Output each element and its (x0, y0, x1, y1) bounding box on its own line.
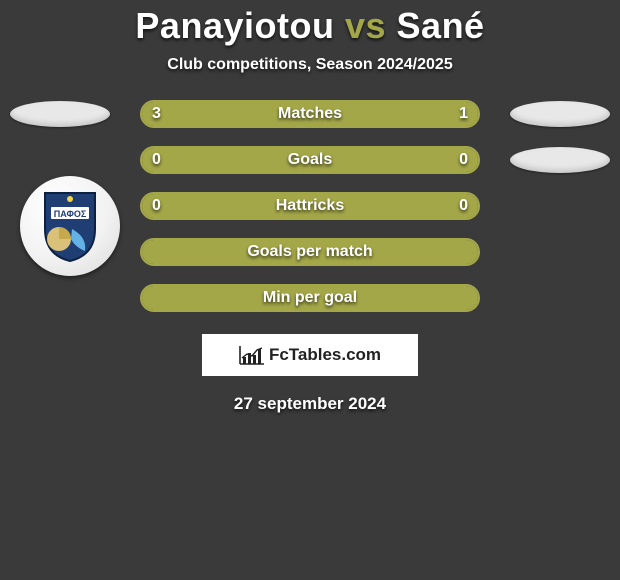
stat-bar-track (140, 192, 480, 220)
stat-bar-track (140, 100, 480, 128)
stat-bar-fill-left (142, 148, 310, 172)
stat-bar-fill-right (394, 102, 478, 126)
stat-bar-track (140, 238, 480, 266)
stat-bar-fill-left (142, 240, 478, 264)
stat-bar-track (140, 146, 480, 174)
bar-chart-icon (239, 345, 265, 365)
title: Panayiotou vs Sané (0, 6, 620, 46)
stat-bar-track (140, 284, 480, 312)
stat-rows: Matches31 Goals00 Hattricks00 Goals per mat… (0, 100, 620, 312)
date-label: 27 september 2024 (0, 394, 620, 414)
vs-label: vs (345, 5, 386, 46)
player2-avatar-placeholder (510, 101, 610, 127)
stat-row: Min per goal (0, 284, 620, 312)
stat-row: Goals per match (0, 238, 620, 266)
brand-badge[interactable]: FcTables.com (202, 334, 418, 376)
subtitle: Club competitions, Season 2024/2025 (0, 56, 620, 74)
player2-name: Sané (397, 5, 485, 46)
comparison-card: Panayiotou vs Sané Club competitions, Se… (0, 0, 620, 414)
stat-row: Hattricks00 (0, 192, 620, 220)
stat-bar-fill-left (142, 102, 394, 126)
stat-bar-fill-left (142, 194, 310, 218)
player1-name: Panayiotou (135, 5, 334, 46)
stat-bar-fill-right (310, 194, 478, 218)
player2-avatar-placeholder (510, 147, 610, 173)
stat-bar-fill-left (142, 286, 478, 310)
stat-bar-fill-right (310, 148, 478, 172)
player1-avatar-placeholder (10, 101, 110, 127)
stat-row: Goals00 (0, 146, 620, 174)
brand-text: FcTables.com (269, 345, 381, 365)
stat-row: Matches31 (0, 100, 620, 128)
